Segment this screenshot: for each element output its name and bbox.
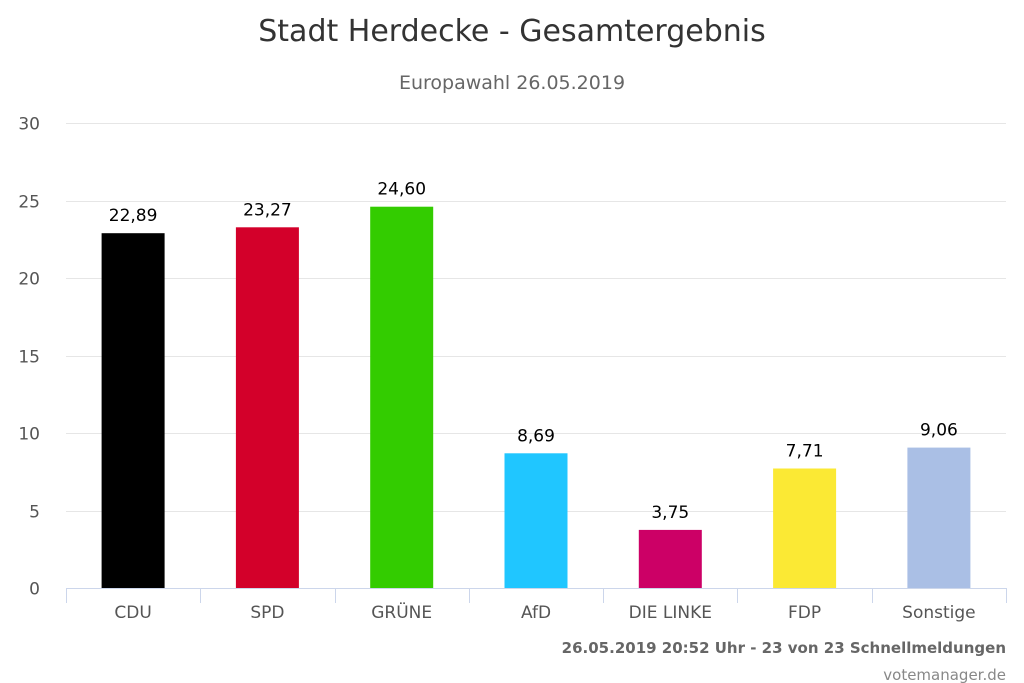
data-label: 23,27 [243,200,292,220]
x-axis [66,588,1007,603]
y-tick-label: 5 [29,503,40,523]
y-tick-label: 30 [18,115,40,135]
bar-die-linke[interactable] [638,529,702,588]
chart-title: Stadt Herdecke - Gesamtergebnis [258,14,766,49]
data-label: 22,89 [109,206,158,226]
chart-subtitle: Europawahl 26.05.2019 [399,72,625,94]
y-tick-label: 0 [29,580,40,600]
footer-timestamp: 26.05.2019 20:52 Uhr - 23 von 23 Schnell… [562,639,1006,657]
y-tick-label: 25 [18,193,40,213]
x-tick-label: AfD [521,603,551,623]
data-label: 9,06 [920,421,958,441]
data-labels: 22,89 23,27 24,60 8,69 3,75 7,71 9,06 [109,180,958,523]
bar-sonstige[interactable] [907,447,971,588]
x-tick-label: SPD [250,603,284,623]
y-axis-ticks: 0 5 10 15 20 25 30 [18,115,40,600]
x-axis-ticks: CDU SPD GRÜNE AfD DIE LINKE FDP Sonstige [114,601,975,623]
x-tick-label: CDU [114,603,151,623]
bar-afd[interactable] [504,453,568,588]
x-tick-label: Sonstige [902,603,975,623]
bar-cdu[interactable] [101,233,165,588]
y-tick-label: 20 [18,270,40,290]
x-tick-label: DIE LINKE [629,603,712,623]
y-tick-label: 10 [18,425,40,445]
grid-lines [66,123,1006,512]
data-label: 3,75 [651,503,689,523]
bar-grüne[interactable] [370,206,434,588]
y-tick-label: 15 [18,348,40,368]
data-label: 24,60 [377,180,426,200]
bar-spd[interactable] [235,227,299,589]
x-tick-label: FDP [788,603,821,623]
bar-fdp[interactable] [773,468,837,589]
data-label: 8,69 [517,426,555,446]
bars [101,206,971,589]
footer-credit-link[interactable]: votemanager.de [883,666,1006,683]
x-tick-label: GRÜNE [371,601,432,623]
data-label: 7,71 [786,442,824,462]
